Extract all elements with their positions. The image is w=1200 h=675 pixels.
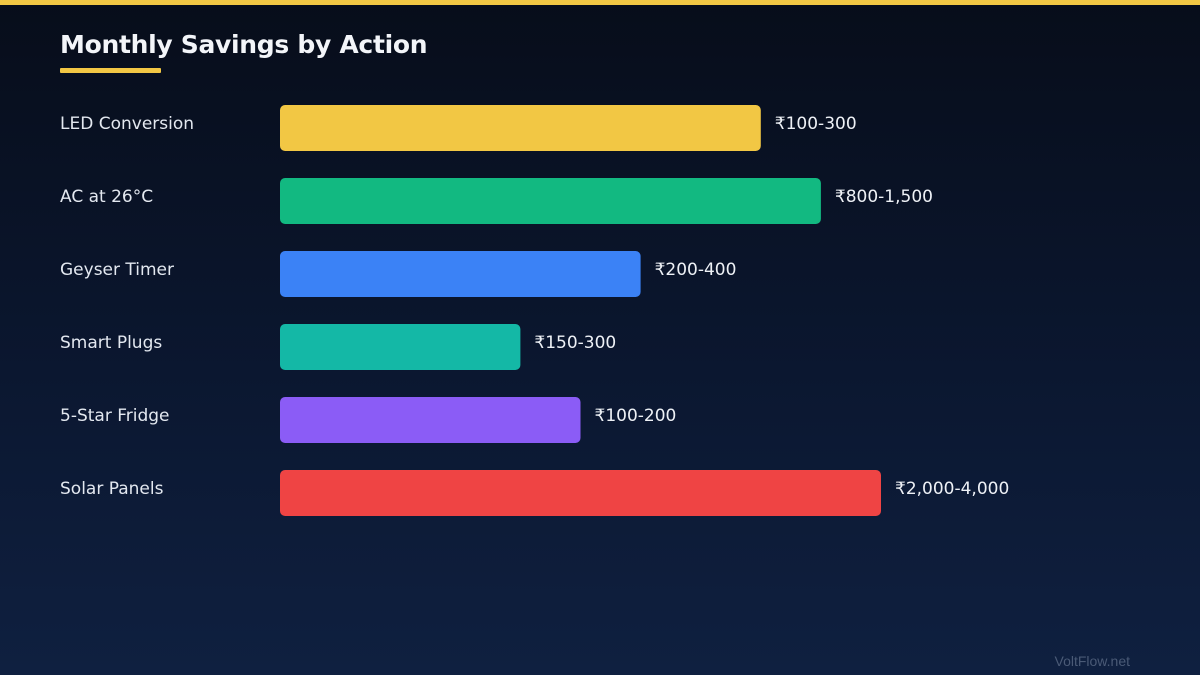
category-label-ac-at-26-c: AC at 26°C xyxy=(60,187,153,207)
title-underline xyxy=(60,68,161,73)
value-label-solar-panels: ₹2,000-4,000 xyxy=(895,479,1009,499)
top-accent-stripe xyxy=(0,0,1200,5)
chart-title: Monthly Savings by Action xyxy=(60,30,428,59)
watermark: VoltFlow.net xyxy=(1054,653,1131,669)
bar-led-conversion xyxy=(280,105,761,151)
category-label-5-star-fridge: 5-Star Fridge xyxy=(60,406,170,426)
bar-smart-plugs xyxy=(280,324,521,370)
value-label-smart-plugs: ₹150-300 xyxy=(534,333,616,353)
bar-5-star-fridge xyxy=(280,397,581,443)
category-label-smart-plugs: Smart Plugs xyxy=(60,333,162,353)
bar-ac-at-26-c xyxy=(280,178,821,224)
bar-geyser-timer xyxy=(280,251,641,297)
value-label-led-conversion: ₹100-300 xyxy=(775,114,857,134)
category-label-led-conversion: LED Conversion xyxy=(60,114,194,134)
category-label-solar-panels: Solar Panels xyxy=(60,479,164,499)
bar-solar-panels xyxy=(280,470,881,516)
category-label-geyser-timer: Geyser Timer xyxy=(60,260,174,280)
value-label-geyser-timer: ₹200-400 xyxy=(655,260,737,280)
value-label-ac-at-26-c: ₹800-1,500 xyxy=(835,187,933,207)
value-label-5-star-fridge: ₹100-200 xyxy=(595,406,677,426)
